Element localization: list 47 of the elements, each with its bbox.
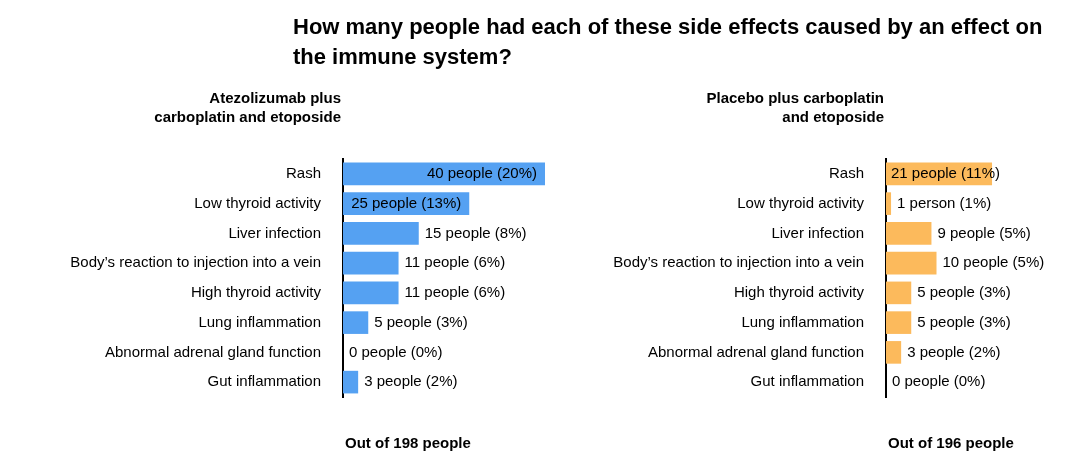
bar bbox=[343, 251, 399, 275]
data-label: 0 people (0%) bbox=[892, 372, 986, 390]
data-label: 9 people (5%) bbox=[937, 223, 1031, 241]
data-label: 0 people (0%) bbox=[349, 342, 443, 360]
x-axis-title: Out of 196 people bbox=[888, 434, 1014, 451]
y-tick-label: Rash bbox=[828, 164, 864, 182]
bar bbox=[886, 281, 912, 305]
bar bbox=[886, 222, 932, 245]
y-tick-label: High thyroid activity bbox=[190, 283, 322, 301]
y-tick-label: Liver infection bbox=[771, 223, 864, 241]
y-tick-label: Rash bbox=[285, 164, 321, 182]
data-label: 3 people (2%) bbox=[907, 342, 1001, 360]
bar bbox=[343, 311, 369, 334]
data-label: 5 people (3%) bbox=[374, 312, 468, 330]
data-label: 10 people (5%) bbox=[942, 253, 1045, 271]
y-tick-label: Body’s reaction to injection into a vein bbox=[70, 253, 321, 271]
y-tick-label: Body’s reaction to injection into a vein bbox=[613, 253, 864, 271]
data-label: 1 person (1%) bbox=[897, 193, 992, 211]
bar bbox=[343, 281, 399, 305]
data-label: 25 people (13%) bbox=[351, 193, 462, 211]
bar bbox=[343, 370, 359, 394]
bar bbox=[886, 192, 892, 215]
data-label: 5 people (3%) bbox=[917, 283, 1011, 301]
y-tick-label: Liver infection bbox=[228, 223, 321, 241]
bar bbox=[343, 222, 419, 245]
y-tick-label: Gut inflammation bbox=[207, 372, 321, 390]
y-tick-label: Abnormal adrenal gland function bbox=[648, 342, 864, 360]
chart-subtitle: Placebo plus carboplatin and etoposide bbox=[705, 88, 884, 126]
bar bbox=[886, 341, 902, 364]
data-label: 5 people (3%) bbox=[917, 312, 1011, 330]
data-label: 11 people (6%) bbox=[404, 283, 506, 301]
data-label: 11 people (6%) bbox=[404, 253, 506, 271]
bar bbox=[886, 251, 937, 275]
y-tick-label: Abnormal adrenal gland function bbox=[105, 342, 321, 360]
y-tick-label: Lung inflammation bbox=[741, 312, 864, 330]
y-tick-label: Gut inflammation bbox=[750, 372, 864, 390]
y-tick-label: High thyroid activity bbox=[733, 283, 865, 301]
data-label: 15 people (8%) bbox=[424, 223, 527, 241]
bar bbox=[886, 311, 912, 334]
data-label: 40 people (20%) bbox=[426, 164, 537, 182]
y-tick-label: Lung inflammation bbox=[198, 312, 321, 330]
chart-subtitle: Atezolizumab plus carboplatin and etoposide bbox=[153, 88, 341, 126]
text: How many people had each of these side effects caused by an effect on the immune system? bbox=[293, 13, 1044, 71]
y-tick-label: Low thyroid activity bbox=[194, 193, 322, 211]
data-label: 3 people (2%) bbox=[364, 372, 458, 390]
y-tick-label: Low thyroid activity bbox=[737, 193, 865, 211]
x-axis-title: Out of 198 people bbox=[345, 434, 471, 451]
